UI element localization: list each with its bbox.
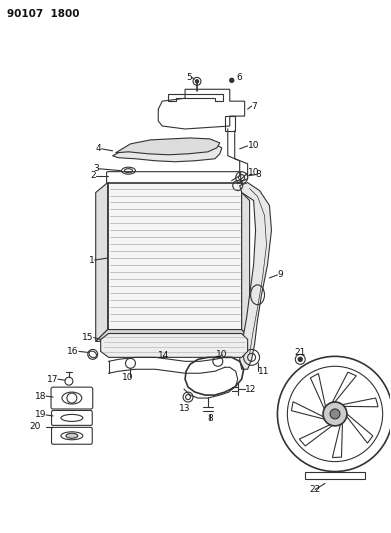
Text: 14: 14 — [158, 351, 169, 360]
Polygon shape — [242, 192, 249, 337]
Text: 10: 10 — [216, 350, 228, 359]
Text: 9: 9 — [277, 270, 283, 279]
Text: 12: 12 — [245, 385, 256, 394]
Polygon shape — [100, 334, 248, 357]
Ellipse shape — [66, 433, 78, 438]
Text: 7: 7 — [251, 102, 257, 111]
FancyBboxPatch shape — [108, 183, 242, 329]
Text: 16: 16 — [67, 347, 79, 356]
Text: 3: 3 — [93, 164, 99, 173]
Polygon shape — [113, 142, 222, 161]
Text: 19: 19 — [34, 410, 46, 419]
Text: 20: 20 — [30, 422, 41, 431]
Text: 5: 5 — [186, 73, 192, 82]
Text: 8: 8 — [256, 170, 261, 179]
Text: 22: 22 — [310, 485, 321, 494]
Text: 15: 15 — [82, 333, 94, 342]
Text: 11: 11 — [258, 367, 269, 376]
Polygon shape — [240, 183, 271, 369]
Circle shape — [298, 357, 302, 361]
Text: 18: 18 — [34, 392, 46, 401]
Text: 10: 10 — [122, 373, 133, 382]
Polygon shape — [116, 138, 220, 155]
Text: 4: 4 — [96, 144, 102, 154]
Text: 10: 10 — [248, 168, 259, 177]
Text: 21: 21 — [294, 348, 306, 357]
Circle shape — [230, 78, 234, 82]
Polygon shape — [96, 183, 108, 342]
Circle shape — [330, 409, 340, 419]
Text: 10: 10 — [248, 141, 259, 150]
Circle shape — [323, 402, 347, 426]
Text: 6: 6 — [237, 73, 242, 82]
Text: 90107  1800: 90107 1800 — [7, 9, 80, 19]
Text: 17: 17 — [47, 375, 58, 384]
Text: 13: 13 — [179, 405, 191, 414]
Text: 1: 1 — [89, 255, 95, 264]
Text: 2: 2 — [90, 171, 96, 180]
Polygon shape — [96, 329, 249, 342]
Circle shape — [196, 80, 199, 83]
Text: 8: 8 — [207, 415, 213, 423]
